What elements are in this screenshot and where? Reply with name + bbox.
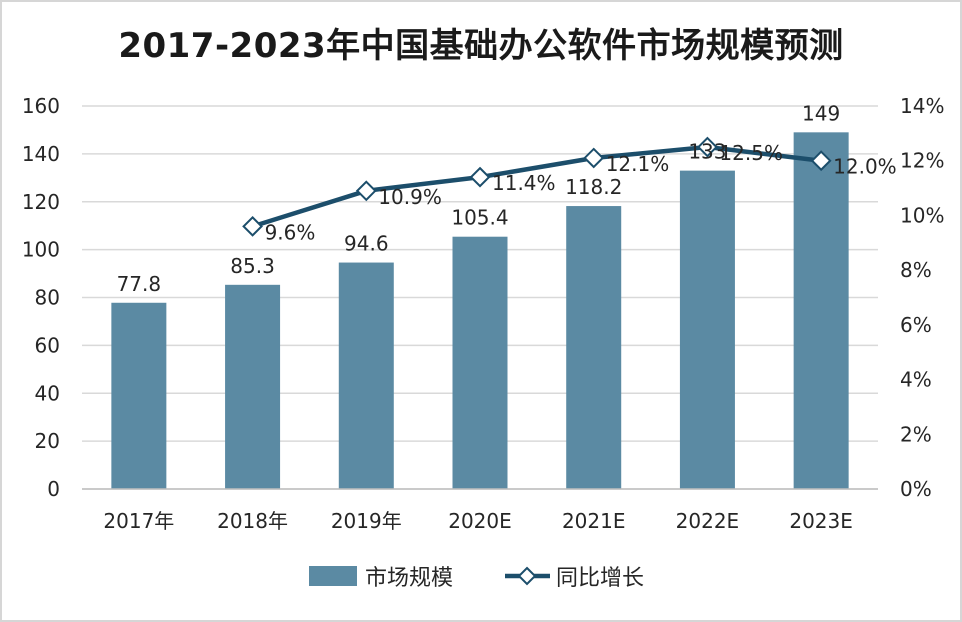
line-series: [242, 136, 832, 237]
bar-data-label: 149: [802, 101, 840, 125]
bar-data-label: 94.6: [344, 232, 389, 256]
bar: [452, 236, 508, 489]
y-left-tick-label: 60: [35, 333, 60, 357]
y-right-tick-label: 14%: [900, 94, 944, 118]
legend-label-bar: 市场规模: [365, 566, 453, 591]
chart-title: 2017-2023年中国基础办公软件市场规模预测: [118, 26, 844, 66]
bar-data-label: 133: [688, 140, 726, 164]
y-right-tick-label: 12%: [900, 149, 944, 173]
line-marker: [355, 180, 377, 202]
bar-series: [111, 132, 849, 490]
y-right-tick-label: 2%: [900, 422, 932, 446]
legend-item-line: 同比增长: [505, 566, 644, 591]
bar: [566, 206, 622, 489]
line-data-label: 12.5%: [719, 141, 783, 165]
legend: 市场规模 同比增长: [309, 566, 644, 591]
growth-line: [251, 144, 822, 229]
bar-data-label: 77.8: [117, 272, 162, 296]
y-left-tick-label: 140: [22, 142, 60, 166]
y-right-tick-label: 10%: [900, 203, 944, 227]
line-marker: [583, 147, 605, 169]
bar: [111, 302, 167, 489]
x-axis: 2017年 2018年 2019年 2020E 2021E 2022E 2023E: [82, 488, 878, 533]
bar-data-label: 105.4: [451, 206, 508, 230]
line-data-label: 9.6%: [265, 220, 316, 244]
bar: [338, 262, 394, 489]
y-axis-left: 0 20 40 60 80 100 120 140 160: [22, 94, 60, 501]
y-left-tick-label: 160: [22, 94, 60, 118]
line-marker: [810, 150, 832, 172]
y-right-tick-label: 6%: [900, 313, 932, 337]
bar-data-label: 85.3: [230, 254, 275, 278]
x-tick-label: 2019年: [331, 509, 402, 533]
legend-item-bar: 市场规模: [309, 566, 453, 591]
x-tick-label: 2017年: [103, 509, 174, 533]
legend-marker-line: [517, 566, 537, 586]
x-tick-label: 2022E: [676, 509, 740, 533]
bar: [793, 132, 849, 490]
bar: [679, 170, 735, 489]
line-marker: [242, 215, 263, 237]
bar: [225, 284, 281, 489]
x-tick-label: 2023E: [789, 509, 853, 533]
y-axis-right: 0% 2% 4% 6% 8% 10% 12% 14%: [900, 94, 944, 501]
y-left-tick-label: 120: [22, 190, 60, 214]
line-data-label: 11.4%: [492, 171, 556, 195]
y-left-tick-label: 40: [35, 381, 60, 405]
y-left-tick-label: 0: [47, 477, 60, 501]
line-data-label: 12.1%: [606, 152, 670, 176]
y-left-tick-label: 20: [35, 429, 60, 453]
y-left-tick-label: 80: [35, 286, 60, 310]
line-data-labels: 9.6% 10.9% 11.4% 12.1% 12.5% 12.0%: [265, 141, 897, 244]
legend-label-line: 同比增长: [556, 566, 644, 591]
legend-swatch-bar: [309, 566, 357, 586]
x-tick-label: 2020E: [448, 509, 512, 533]
line-data-label: 10.9%: [378, 185, 442, 209]
line-marker: [469, 166, 491, 188]
y-left-tick-label: 100: [22, 238, 60, 262]
y-right-tick-label: 0%: [900, 477, 932, 501]
line-marker: [697, 136, 718, 158]
bar-data-labels: 77.8 85.3 94.6 105.4 118.2 133 149: [117, 101, 841, 295]
x-tick-label: 2018年: [217, 509, 288, 533]
x-tick-label: 2021E: [562, 509, 626, 533]
y-right-tick-label: 8%: [900, 258, 932, 282]
bar-data-label: 118.2: [565, 175, 622, 199]
y-right-tick-label: 4%: [900, 368, 932, 392]
line-data-label: 12.0%: [833, 155, 897, 179]
